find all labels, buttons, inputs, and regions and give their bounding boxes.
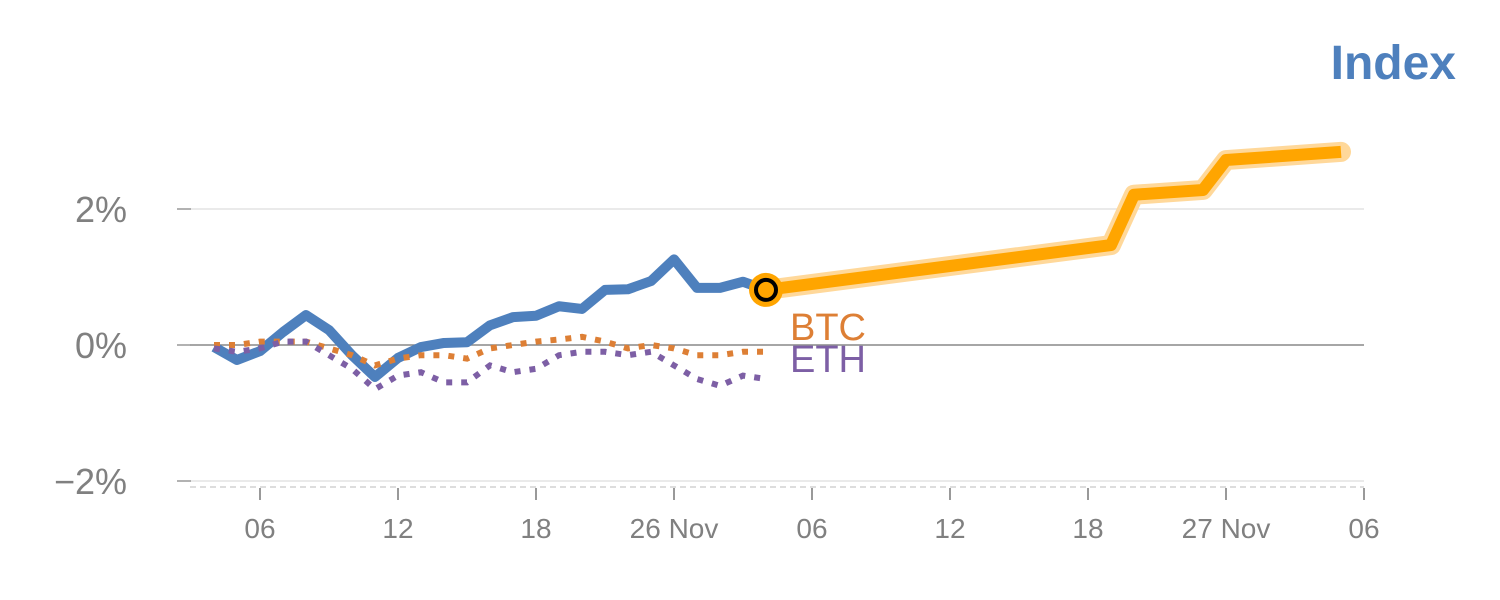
series-forecast	[756, 141, 1351, 300]
x-tick-label: 18	[1072, 513, 1103, 544]
x-tick-label: 18	[520, 513, 551, 544]
btc-line	[214, 333, 766, 369]
x-tick-label: 06	[244, 513, 275, 544]
series-label-eth: ETH	[790, 339, 866, 381]
x-tick-label: 12	[382, 513, 413, 544]
series-index	[211, 254, 768, 382]
x-tick-label: 06	[796, 513, 827, 544]
forecast-line	[765, 145, 1342, 296]
x-tick-label: 06	[1348, 513, 1379, 544]
series-label-btc: BTC	[790, 307, 866, 349]
chart-title: Index	[1330, 37, 1456, 90]
series-eth	[213, 338, 767, 393]
x-tick-label: 27 Nov	[1182, 513, 1271, 544]
eth-line	[213, 338, 767, 393]
x-tick-label: 26 Nov	[630, 513, 719, 544]
current-point-marker	[754, 277, 778, 302]
y-tick-label: −2%	[54, 461, 127, 502]
x-tick-label: 12	[934, 513, 965, 544]
y-tick-label: 0%	[75, 325, 127, 366]
series-btc	[214, 333, 766, 369]
index-line	[211, 254, 768, 382]
y-tick-label: 2%	[75, 189, 127, 230]
forecast-glow	[756, 141, 1351, 300]
